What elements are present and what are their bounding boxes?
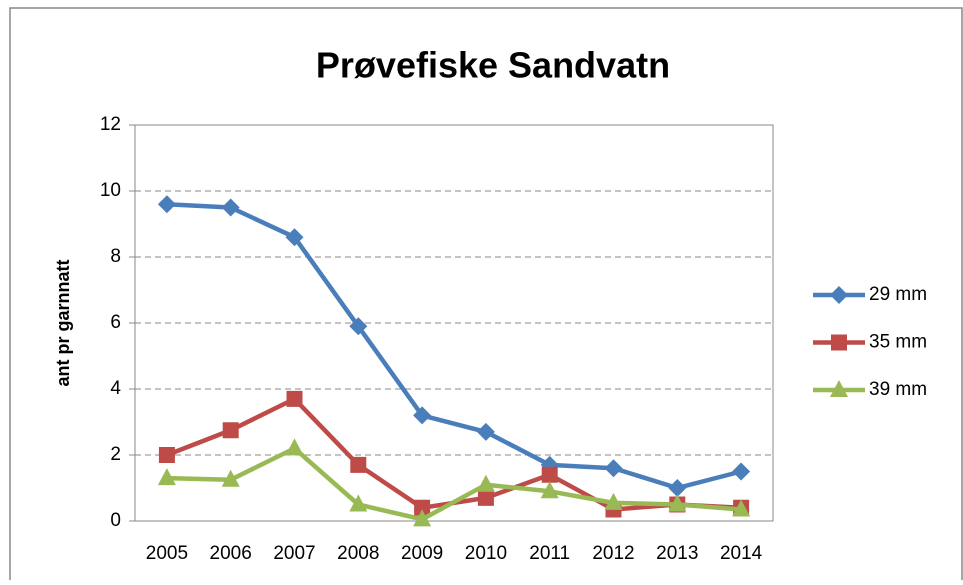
data-point <box>476 474 495 492</box>
y-tick-label: 6 <box>110 312 121 333</box>
chart-title: Prøvefiske Sandvatn <box>316 45 670 86</box>
data-point <box>286 390 303 407</box>
legend-label: 35 mm <box>869 332 927 353</box>
data-point <box>668 494 687 512</box>
x-tick-label: 2011 <box>529 543 570 564</box>
data-point <box>732 462 751 481</box>
data-point <box>285 438 304 456</box>
data-point <box>413 509 432 527</box>
data-point <box>285 228 304 247</box>
data-point <box>604 459 623 478</box>
series-line <box>166 201 742 491</box>
y-tick-label: 4 <box>110 378 121 399</box>
x-tick-label: 2008 <box>337 543 379 564</box>
x-tick-label: 2012 <box>592 543 634 564</box>
data-point <box>668 479 687 497</box>
y-tick-label: 10 <box>100 180 121 201</box>
y-axis-label: ant pr garnnatt <box>53 259 73 386</box>
data-point <box>221 469 240 487</box>
data-point <box>414 499 431 516</box>
y-tick-label: 0 <box>110 510 121 531</box>
data-point <box>604 492 623 510</box>
y-tick-label: 8 <box>110 246 121 267</box>
data-point <box>349 317 368 336</box>
x-tick-label: 2013 <box>656 543 698 564</box>
data-point <box>540 481 559 499</box>
x-tick-label: 2006 <box>210 543 252 564</box>
x-tick-label: 2014 <box>720 543 763 564</box>
legend-label: 39 mm <box>869 379 927 400</box>
legend-marker <box>831 334 847 351</box>
data-point <box>157 468 176 486</box>
series-line <box>166 446 742 522</box>
data-point <box>477 489 494 506</box>
legend-marker <box>830 380 848 397</box>
x-tick-label: 2010 <box>465 543 507 564</box>
data-point <box>158 447 175 463</box>
data-point <box>541 466 558 483</box>
legend-label: 29 mm <box>869 284 927 305</box>
data-point <box>157 195 176 214</box>
data-point <box>413 406 432 425</box>
x-tick-label: 2009 <box>401 543 443 564</box>
legend-marker <box>830 286 848 304</box>
data-point <box>222 422 239 439</box>
x-tick-label: 2007 <box>273 543 315 564</box>
y-tick-label: 12 <box>100 114 121 135</box>
data-point <box>349 494 368 512</box>
y-tick-label: 2 <box>110 444 121 465</box>
x-tick-label: 2005 <box>146 543 188 564</box>
data-point <box>732 499 751 517</box>
data-point <box>476 422 495 441</box>
data-point <box>221 198 240 217</box>
data-point <box>350 456 367 473</box>
